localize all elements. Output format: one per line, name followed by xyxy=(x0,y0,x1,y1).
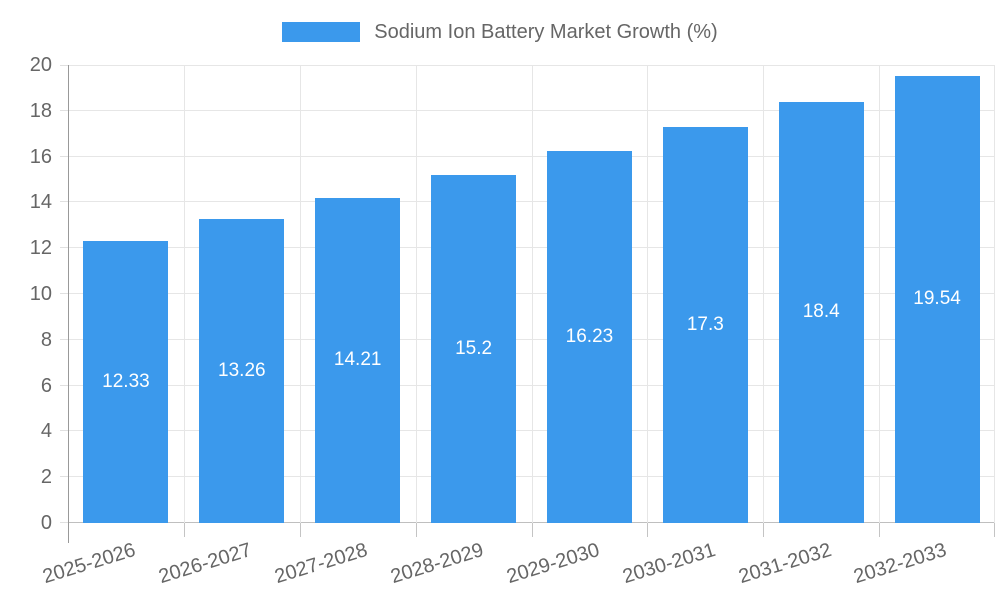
bar: 17.3 xyxy=(662,126,748,523)
y-tick-mark xyxy=(60,110,68,111)
x-tick-mark xyxy=(416,523,417,537)
x-tick-mark xyxy=(994,523,995,537)
gridline-horizontal xyxy=(68,430,995,431)
gridline-horizontal xyxy=(68,65,995,66)
x-tick-mark xyxy=(300,523,301,537)
gridline-vertical xyxy=(184,65,185,523)
legend-label: Sodium Ion Battery Market Growth (%) xyxy=(374,21,718,43)
gridline-horizontal xyxy=(68,476,995,477)
y-tick-mark xyxy=(60,247,68,248)
gridline-vertical xyxy=(300,65,301,523)
y-tick-mark xyxy=(60,201,68,202)
bar-value-label: 15.2 xyxy=(455,337,493,359)
y-tick-label: 0 xyxy=(40,512,52,534)
gridline-vertical xyxy=(416,65,417,523)
x-tick-mark xyxy=(647,523,648,537)
y-tick-label: 10 xyxy=(29,283,52,305)
gridline-horizontal xyxy=(68,110,995,111)
y-tick-mark xyxy=(60,156,68,157)
bar: 15.2 xyxy=(431,174,517,523)
gridline-horizontal xyxy=(68,385,995,386)
bar-value-label: 17.3 xyxy=(686,313,724,335)
y-tick-label: 18 xyxy=(29,99,52,122)
y-tick-label: 20 xyxy=(29,54,52,76)
gridline-vertical xyxy=(994,65,995,523)
bar-value-label: 19.54 xyxy=(913,288,961,310)
y-tick-mark xyxy=(60,430,68,431)
y-tick-mark xyxy=(60,65,68,66)
bar: 18.4 xyxy=(778,101,864,523)
gridline-horizontal xyxy=(68,156,995,157)
y-tick-mark xyxy=(60,293,68,294)
gridline-vertical xyxy=(647,65,648,523)
y-tick-label: 6 xyxy=(40,374,52,397)
plot-area: 0 2 4 6 8 10 12 14 16 18 20 12.33 13.26 14.21 15.2 16.2… xyxy=(30,54,995,588)
legend-swatch-icon xyxy=(282,22,361,42)
y-tick-mark xyxy=(60,339,68,340)
gridline-horizontal xyxy=(68,201,995,202)
x-tick-mark xyxy=(68,523,69,543)
y-tick-label: 2 xyxy=(40,466,52,489)
gridline-horizontal xyxy=(68,247,995,248)
gridline-vertical xyxy=(763,65,764,523)
bar: 12.33 xyxy=(83,240,169,523)
legend-item[interactable]: Sodium Ion Battery Market Growth (%) xyxy=(0,20,1000,44)
x-tick-mark xyxy=(879,523,880,537)
gridline-horizontal xyxy=(68,293,995,294)
bar-value-label: 13.26 xyxy=(218,360,266,382)
bar-value-label: 16.23 xyxy=(565,326,614,348)
y-tick-label: 14 xyxy=(29,191,52,214)
y-tick-label: 4 xyxy=(40,420,52,443)
y-tick-mark xyxy=(60,385,68,386)
gridline-horizontal xyxy=(68,339,995,340)
bar: 13.26 xyxy=(199,219,285,523)
x-axis-line xyxy=(68,522,995,523)
x-tick-mark xyxy=(532,523,533,537)
bar: 19.54 xyxy=(894,75,980,523)
y-tick-label: 8 xyxy=(40,328,52,351)
y-tick-mark xyxy=(60,476,68,477)
y-tick-mark xyxy=(60,522,68,523)
x-tick-mark xyxy=(184,523,185,537)
gridline-vertical xyxy=(532,65,533,523)
x-tick-label: 2032-2033 xyxy=(643,539,950,588)
x-tick-label-text: 2032-2033 xyxy=(851,539,950,589)
bar-value-label: 18.4 xyxy=(802,301,840,323)
gridline-vertical xyxy=(879,65,880,523)
bar: 14.21 xyxy=(315,197,401,523)
y-axis-line xyxy=(68,65,69,523)
bar-value-label: 12.33 xyxy=(102,370,150,392)
bar-value-label: 14.21 xyxy=(333,349,382,371)
y-tick-label: 12 xyxy=(29,237,52,260)
x-tick-mark xyxy=(763,523,764,537)
bar: 16.23 xyxy=(546,151,632,523)
y-tick-label: 16 xyxy=(29,145,52,168)
